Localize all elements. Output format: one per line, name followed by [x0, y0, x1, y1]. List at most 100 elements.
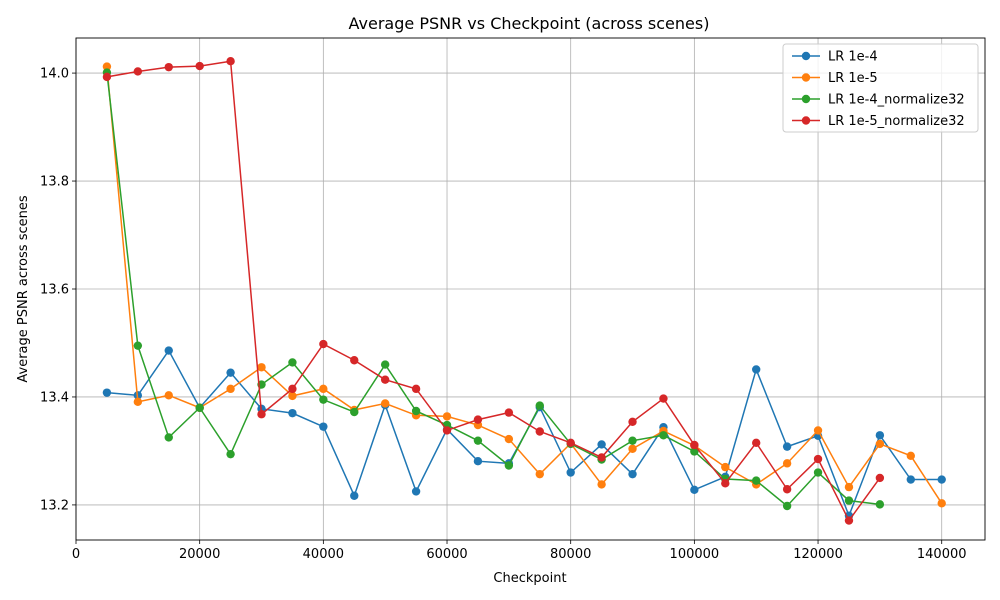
y-axis-ticks: 13.2 13.4 13.6 13.8 14.0: [40, 67, 76, 513]
data-point: [442, 426, 452, 435]
data-point: [350, 491, 359, 500]
data-point: [473, 456, 483, 466]
data-point: [628, 469, 637, 479]
data-point: [411, 406, 421, 416]
data-point: [288, 358, 297, 367]
data-point: [442, 412, 452, 421]
data-point: [628, 444, 637, 453]
data-point: [875, 431, 885, 440]
data-point: [875, 500, 885, 509]
data-point: [504, 408, 514, 417]
data-point: [257, 363, 266, 372]
data-point: [226, 57, 235, 66]
legend-item: LR 1e-4: [792, 50, 878, 65]
data-point: [504, 461, 514, 470]
x-tick-label: 40000: [303, 547, 344, 562]
legend-label: LR 1e-4_normalize32: [828, 93, 965, 108]
data-point: [102, 62, 112, 71]
legend-marker: [801, 73, 811, 82]
data-point: [380, 375, 390, 384]
data-point: [102, 388, 112, 397]
x-axis-title: Checkpoint: [493, 571, 566, 586]
data-point: [813, 468, 823, 477]
legend: LR 1e-4 LR 1e-5 LR 1e-4_normalize32 LR 1e-5…: [782, 43, 979, 133]
data-point: [319, 395, 328, 404]
x-tick-label: 60000: [426, 547, 467, 562]
data-point: [782, 442, 792, 451]
data-point: [195, 403, 204, 412]
data-point: [844, 496, 854, 505]
x-tick-label: 100000: [670, 547, 720, 562]
data-point: [690, 440, 699, 450]
data-point: [164, 346, 173, 355]
data-point: [350, 407, 359, 417]
data-point: [411, 487, 421, 496]
legend-label: LR 1e-5_normalize32: [828, 114, 965, 129]
data-point: [813, 454, 823, 464]
data-point: [721, 479, 730, 488]
data-point: [875, 473, 885, 483]
data-point: [504, 434, 514, 444]
x-axis-ticks: 0 20000 40000 60000 80000 100000 120000 140000: [72, 540, 967, 562]
data-point: [566, 438, 575, 448]
x-tick-label: 140000: [917, 547, 967, 562]
series-line: [106, 60, 881, 523]
series-line: [106, 66, 943, 504]
data-point: [164, 433, 173, 442]
data-point: [844, 516, 854, 525]
data-point: [133, 397, 143, 407]
series-line: [106, 72, 880, 508]
legend-marker: [801, 116, 811, 125]
data-point: [288, 384, 297, 394]
data-point: [721, 462, 730, 472]
legend-marker: [801, 51, 811, 61]
data-point: [288, 408, 297, 418]
data-point: [597, 440, 606, 449]
data-point: [628, 436, 637, 445]
legend-item: LR 1e-5_normalize32: [792, 114, 965, 129]
plot-frame: [75, 37, 986, 541]
data-point: [782, 501, 792, 511]
data-point: [752, 476, 761, 485]
data-point: [844, 482, 854, 492]
data-point: [597, 480, 606, 489]
y-tick-label: 13.4: [40, 390, 69, 405]
data-point: [752, 438, 761, 448]
data-point: [782, 459, 792, 468]
data-point: [319, 384, 328, 394]
data-point: [628, 417, 637, 426]
legend-box: [782, 43, 979, 133]
x-tick-label: 80000: [550, 547, 591, 562]
data-point: [566, 468, 575, 477]
data-point: [319, 422, 328, 431]
data-point: [937, 475, 946, 484]
y-tick-label: 13.6: [40, 283, 69, 298]
data-point: [690, 485, 699, 494]
legend-item: LR 1e-4_normalize32: [792, 93, 965, 108]
data-point: [690, 447, 699, 456]
data-point: [226, 384, 235, 394]
data-point: [102, 72, 112, 82]
y-axis-title: Average PSNR across scenes: [16, 195, 31, 382]
data-point: [597, 453, 606, 462]
data-point: [535, 401, 544, 410]
data-point: [226, 449, 235, 459]
data-point: [164, 391, 173, 400]
data-point: [906, 475, 915, 484]
x-tick-label: 0: [72, 547, 80, 562]
data-point: [813, 426, 823, 435]
data-point: [319, 339, 328, 349]
data-point: [782, 485, 792, 494]
data-point: [380, 360, 390, 369]
y-tick-label: 14.0: [40, 67, 69, 82]
legend-marker: [801, 94, 811, 104]
x-tick-label: 120000: [793, 547, 843, 562]
data-point: [535, 469, 544, 479]
data-point: [411, 384, 421, 394]
data-point: [380, 399, 390, 408]
data-point: [875, 439, 885, 449]
data-point: [288, 391, 297, 401]
data-point: [906, 451, 915, 460]
data-point: [195, 61, 204, 71]
